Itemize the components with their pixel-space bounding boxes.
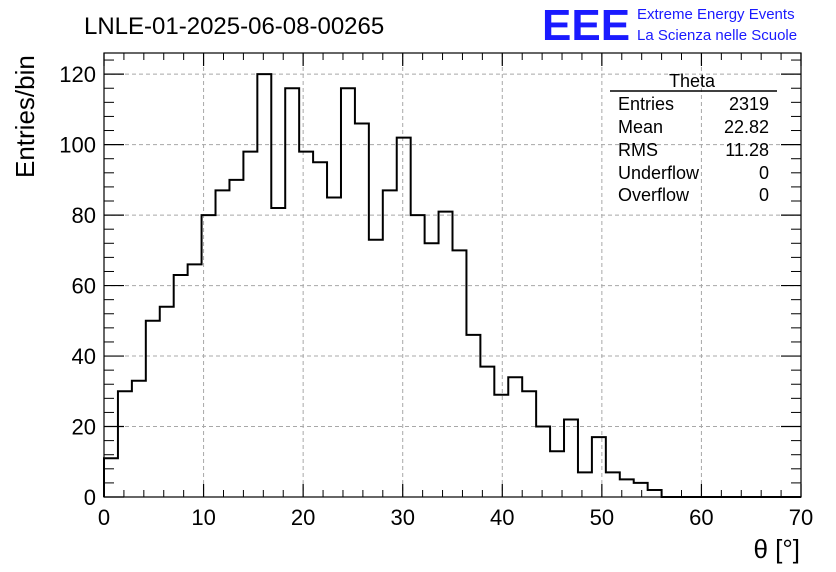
stats-entries-value: 2319 [729,94,769,114]
stats-title: Theta [669,71,716,91]
y-tick-label: 100 [59,133,96,158]
y-axis-label: Entries/bin [10,55,40,178]
y-tick-label: 20 [72,415,96,440]
x-tick-label: 20 [291,505,315,530]
stats-box: Theta Entries 2319 Mean 22.82 RMS 11.28 … [610,71,777,205]
stats-mean-label: Mean [618,117,663,137]
plot-frame [103,52,802,498]
y-tick-label: 80 [72,203,96,228]
histogram-outline [103,73,801,498]
eee-logo: EEE Extreme Energy Events La Scienza nel… [542,1,797,50]
stats-overflow-value: 0 [759,185,769,205]
stats-underflow-value: 0 [759,163,769,183]
stats-rms-value: 11.28 [725,140,769,160]
x-tick-label: 0 [98,505,110,530]
tick-labels: 0 10 20 30 40 50 60 70 0 20 40 60 80 100 120 [59,62,813,530]
x-tick-label: 70 [789,505,813,530]
y-tick-label: 60 [72,274,96,299]
eee-logo-line1: Extreme Energy Events [637,6,795,23]
y-tick-label: 0 [84,485,96,510]
x-tick-label: 40 [490,505,514,530]
x-tick-label: 30 [390,505,414,530]
y-tick-label: 120 [59,62,96,87]
x-tick-label: 10 [191,505,215,530]
eee-logo-mark: EEE [542,1,630,50]
x-tick-label: 50 [590,505,614,530]
x-axis-label: θ [°] [753,534,800,564]
stats-mean-value: 22.82 [724,117,769,137]
axis-ticks [103,53,802,498]
x-tick-label: 60 [689,505,713,530]
stats-rms-label: RMS [618,140,658,160]
stats-entries-label: Entries [618,94,674,114]
stats-overflow-label: Overflow [618,185,690,205]
y-tick-label: 40 [72,344,96,369]
chart-title: LNLE-01-2025-06-08-00265 [84,13,384,40]
eee-logo-line2: La Scienza nelle Scuole [637,27,797,44]
grid-lines [104,53,801,497]
stats-underflow-label: Underflow [618,163,700,183]
